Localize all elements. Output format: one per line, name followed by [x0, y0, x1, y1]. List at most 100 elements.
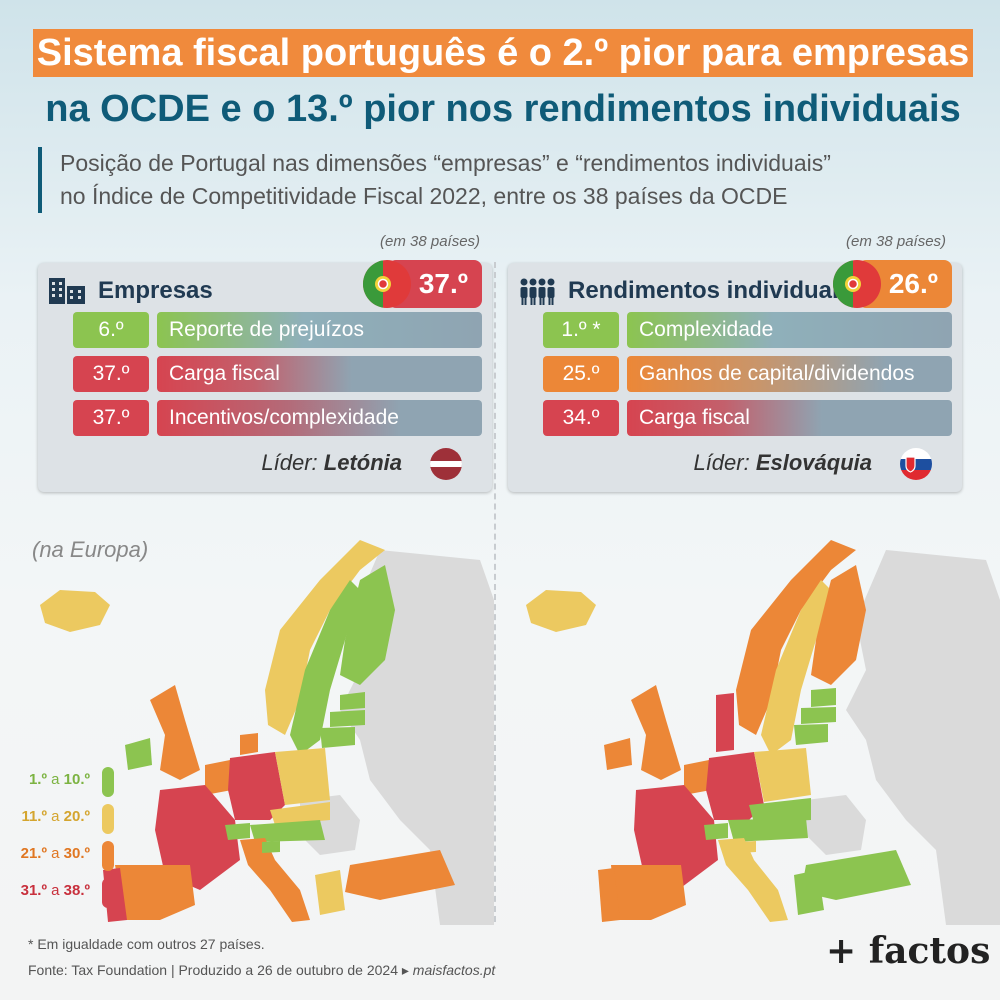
denmark [240, 733, 258, 755]
germany [228, 752, 285, 820]
ireland [604, 738, 632, 770]
panel-empresas-title: Empresas [98, 277, 213, 304]
italy [718, 838, 788, 922]
row-rank: 6.º [73, 312, 149, 348]
uk [150, 685, 200, 780]
latvia [330, 710, 365, 727]
lithuania [320, 727, 355, 748]
source-line: Fonte: Tax Foundation | Produzido a 26 d… [28, 962, 495, 979]
empresas-row-2: 37.º Carga fiscal [73, 356, 482, 392]
slovenia [262, 841, 280, 853]
sweden [290, 580, 360, 755]
subtitle-line-1: Posição de Portugal nas dimensões “empre… [60, 150, 831, 176]
austria-hungary [728, 818, 808, 842]
non-oecd-land [806, 550, 1000, 925]
spain [115, 865, 195, 920]
title-line-1: Sistema fiscal português é o 2.º pior pa… [33, 29, 973, 77]
people-icon [520, 278, 555, 305]
count-note-empresas: (em 38 países) [380, 233, 481, 250]
row-label: Incentivos/complexidade [157, 400, 482, 436]
poland [275, 748, 330, 805]
row-rank: 1.º * [543, 312, 619, 348]
panel-rendimentos-title: Rendimentos individuais [568, 277, 853, 304]
germany [706, 752, 764, 820]
row-rank: 37.º [73, 400, 149, 436]
empresas-row-3: 37.º Incentivos/complexidade [73, 400, 482, 436]
slovakia-flag-icon [900, 448, 932, 480]
map-note: (na Europa) [32, 537, 149, 562]
row-label: Ganhos de capital/dividendos [627, 356, 952, 392]
portugal [598, 868, 620, 922]
panel-divider [494, 262, 496, 922]
row-rank: 37.º [73, 356, 149, 392]
ireland [125, 738, 152, 770]
legend-sep: a [51, 808, 60, 825]
row-rank: 34.º [543, 400, 619, 436]
legend-swatch [102, 841, 114, 871]
lithuania [794, 724, 828, 745]
legend-to: 20.º [63, 808, 90, 825]
leader-rendimentos: Líder: Eslováquia [693, 450, 872, 476]
legend-item: 21.º a 30.º [20, 841, 114, 873]
count-note-rendimentos: (em 38 países) [846, 233, 947, 250]
leader-name: Eslováquia [755, 450, 872, 475]
legend-from: 1.º [28, 771, 47, 788]
leader-empresas: Líder: Letónia [261, 450, 402, 476]
legend-to: 30.º [63, 845, 90, 862]
leader-label: Líder: [261, 450, 318, 475]
finland [340, 565, 395, 685]
subtitle-line-2: no Índice de Competitividade Fiscal 2022… [60, 183, 788, 209]
legend-to: 38.º [63, 882, 90, 899]
france [634, 785, 718, 890]
legend-item: 1.º a 10.º [24, 767, 114, 799]
leader-label: Líder: [693, 450, 750, 475]
spain [611, 865, 686, 920]
portugal-flag-icon [363, 260, 411, 308]
panel-rendimentos: Rendimentos individuais 26.º 1.º * Compl… [508, 260, 962, 492]
slovenia [738, 841, 756, 853]
switzerland [225, 823, 250, 840]
czech-slovakia [270, 802, 330, 825]
legend-item: 11.º a 20.º [21, 804, 114, 836]
netherlands-belgium [205, 760, 232, 795]
leader-name: Letónia [323, 450, 402, 475]
row-label: Reporte de prejuízos [157, 312, 482, 348]
legend-from: 21.º [20, 845, 47, 862]
row-label: Complexidade [627, 312, 952, 348]
panel-rendimentos-header: Rendimentos individuais [518, 271, 852, 311]
panel-empresas: Empresas 37.º 6.º Reporte de prejuízos 3… [38, 260, 492, 492]
estonia [340, 692, 365, 710]
row-label: Carga fiscal [157, 356, 482, 392]
uk [631, 685, 681, 780]
portugal-flag-icon [833, 260, 881, 308]
source-site-link[interactable]: maisfactos.pt [412, 962, 496, 978]
latvia-flag-icon [430, 448, 462, 480]
czech-slovakia [749, 798, 811, 823]
legend-swatch [102, 878, 114, 908]
turkey [801, 850, 911, 900]
legend-sep: a [51, 845, 60, 862]
denmark [716, 693, 734, 752]
norway [265, 540, 385, 735]
europe-map-empresas [40, 540, 494, 925]
switzerland [704, 823, 728, 840]
latvia [801, 707, 836, 724]
norway [736, 540, 856, 735]
legend-swatch [102, 767, 114, 797]
rendimentos-row-2: 25.º Ganhos de capital/dividendos [543, 356, 952, 392]
subtitle: Posição de Portugal nas dimensões “empre… [38, 147, 990, 213]
building-icon [49, 278, 85, 304]
row-rank: 25.º [543, 356, 619, 392]
brand-logo: + factos [826, 930, 991, 972]
footnote: * Em igualdade com outros 27 países. [28, 936, 265, 952]
panel-empresas-header: Empresas [48, 271, 213, 311]
iceland [40, 590, 110, 632]
italy [240, 838, 310, 922]
legend-from: 11.º [21, 808, 47, 825]
legend-to: 10.º [63, 771, 90, 788]
france [155, 785, 240, 890]
source-text: Fonte: Tax Foundation | Produzido a 26 d… [28, 962, 409, 978]
europe-map-rendimentos [526, 540, 1000, 925]
finland [811, 565, 866, 685]
netherlands-belgium [684, 760, 711, 795]
